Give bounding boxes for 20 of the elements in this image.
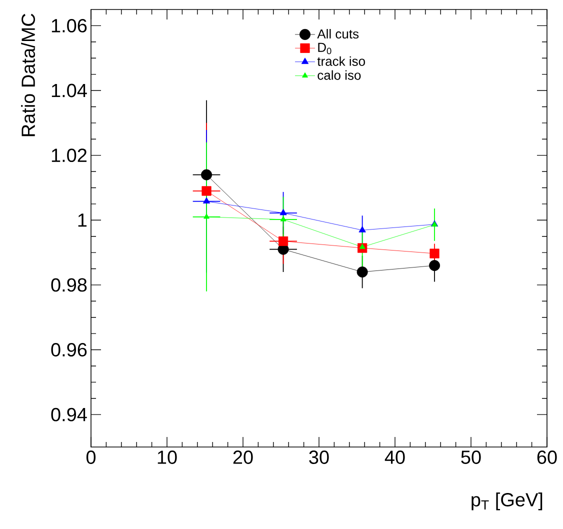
y-tick-label: 0.96 [51,343,87,356]
x-tick-label: 30 [309,450,329,464]
legend-label: calo iso [318,70,361,80]
y-tick-label: 1 [78,214,87,227]
x-tick-label: 50 [461,450,481,464]
x-tick-label: 40 [384,450,405,464]
x-tick-label: 0 [86,450,96,464]
legend-label: track iso [317,56,365,66]
legend-label: D$_{0}$ [318,42,332,54]
y-tick-label: 1.06 [52,18,87,32]
y-tick-label: 0.98 [51,278,87,292]
legend-label: All cuts [317,29,359,39]
y-tick-label: 1.02 [52,148,87,162]
y-axis-title: Ratio Data/MC [21,14,36,136]
x-tick-label: 60 [537,450,557,464]
y-tick-label: 0.94 [51,408,87,422]
x-axis-title: p$_{T}$ [GeV] [472,492,542,510]
y-tick-label: 1.04 [52,84,87,98]
x-tick-label: 20 [233,450,253,464]
x-tick-label: 10 [158,450,177,464]
